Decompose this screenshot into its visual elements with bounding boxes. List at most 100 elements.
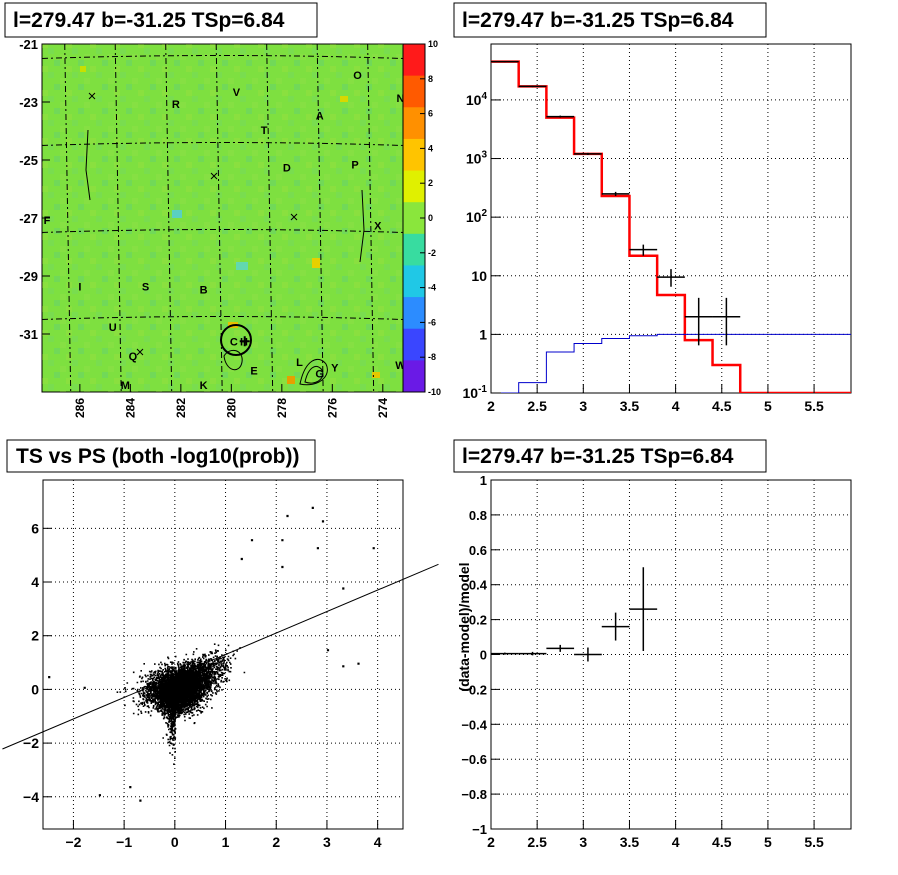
residual-y-axis-label: (data-model)/model <box>456 562 472 691</box>
residual-title: l=279.47 b=-31.25 TSp=6.84 <box>462 445 734 468</box>
map-source-label: Q <box>129 351 138 363</box>
residual-points <box>491 567 658 662</box>
map-axes: 286 284 282 280 278 276 274 -21 -23 -25 -27 -29 -31 <box>19 37 390 418</box>
spectrum-x-tick-label: 3 <box>579 398 587 414</box>
map-grid-parallel <box>42 316 403 320</box>
scatter-x-tick-label: 3 <box>323 834 331 850</box>
residual-y-tick-label: 1 <box>480 473 487 488</box>
colorbar-tick-label: -6 <box>428 317 436 327</box>
map-y-tick-label: -29 <box>19 269 38 284</box>
scatter-y-tick-label: 0 <box>31 681 39 697</box>
spectrum-model-histogram <box>491 60 851 393</box>
spectrum-y-tick-label: 10 <box>471 268 487 284</box>
spectrum-y-tick-label: 1 <box>479 326 487 342</box>
colorbar-segment <box>403 107 425 140</box>
residual-y-tick-label: 0.8 <box>469 508 487 523</box>
scatter-title: TS vs PS (both -log10(prob)) <box>16 445 300 468</box>
spectrum-x-tick-label: 5 <box>764 398 772 414</box>
map-title-box <box>4 2 318 38</box>
map-x-tick-label: 284 <box>123 398 137 418</box>
residual-x-tick-label: 2.5 <box>527 834 547 850</box>
map-x-tick-label: 280 <box>224 398 238 418</box>
colorbar-tick-label: 6 <box>428 109 433 119</box>
map-source-label: O <box>353 70 362 82</box>
map-grid-parallel <box>42 55 403 59</box>
map-source-label: M <box>121 380 130 392</box>
map-source-label: Y <box>331 363 339 375</box>
spectrum-x-tick-label: 3.5 <box>620 398 640 414</box>
colorbar-segment <box>403 297 425 330</box>
map-x-tick-label: 276 <box>325 398 339 418</box>
map-y-tick-label: -23 <box>19 95 38 110</box>
colorbar-segment <box>403 360 425 393</box>
residual-y-tick-label: −0.4 <box>461 717 487 732</box>
map-source-labels: OVNRATDPFXSBIUCHQLEYGWMK <box>44 70 407 392</box>
map-y-tick-label: -21 <box>19 37 38 52</box>
map-x-tick-label: 282 <box>174 398 188 418</box>
spectrum-x-tick-label: 5.5 <box>804 398 824 414</box>
colorbar-segment <box>403 44 425 77</box>
map-source-label: A <box>316 110 324 122</box>
map-y-tick-label: -27 <box>19 211 38 226</box>
residual-y-tick-label: −1 <box>472 822 487 837</box>
residual-y-tick-label: −0.8 <box>461 787 487 802</box>
map-source-label: T <box>261 125 268 137</box>
target-circle <box>220 324 252 356</box>
colorbar-segment <box>403 202 425 235</box>
spectrum-y-tick-label: 103 <box>466 150 488 167</box>
scatter-panel: −2 −1 0 1 2 3 4 −4 −2 0 2 4 6 <box>23 479 404 850</box>
scatter-frame <box>42 479 404 830</box>
map-source-label: D <box>283 163 291 175</box>
map-grid-parallel <box>42 229 403 233</box>
map-source-label: R <box>172 99 180 111</box>
map-title: l=279.47 b=-31.25 TSp=6.84 <box>13 9 285 32</box>
spectrum-y-tick-label: 10-1 <box>463 384 488 401</box>
spectrum-background-histogram <box>491 333 851 393</box>
spectrum-x-tick-label: 4 <box>672 398 680 414</box>
residual-x-tick-label: 3.5 <box>620 834 640 850</box>
spectrum-title: l=279.47 b=-31.25 TSp=6.84 <box>462 9 734 32</box>
colorbar-tick-label: -2 <box>428 248 436 258</box>
map-x-tick-label: 286 <box>73 398 87 418</box>
colorbar-segment <box>403 75 425 108</box>
map-grid-parallel <box>42 142 403 146</box>
scatter-x-tick-label: 2 <box>272 834 280 850</box>
residual-x-tick-label: 2 <box>487 834 495 850</box>
colorbar-tick-label: 8 <box>428 74 433 84</box>
colorbar-tick-label: 4 <box>428 143 433 153</box>
spectrum-series <box>491 60 851 393</box>
map-crosses <box>88 92 298 356</box>
scatter-y-tick-label: 6 <box>31 520 39 536</box>
residual-x-tick-label: 5 <box>764 834 772 850</box>
map-grid-meridian <box>64 44 72 392</box>
map-colorbar: 10 8 6 4 2 0 -2 -4 -6 -8 -10 <box>402 39 441 397</box>
scatter-fit-line <box>2 563 439 750</box>
map-texture <box>42 44 403 392</box>
map-source-label: I <box>78 282 81 294</box>
colorbar-tick-label: -4 <box>428 283 436 293</box>
colorbar-segment <box>403 233 425 266</box>
map-source-label: W <box>395 360 406 372</box>
map-x-tick-label: 274 <box>376 398 390 418</box>
scatter-x-tick-label: −1 <box>116 834 132 850</box>
map-source-label: L <box>296 357 303 369</box>
scatter-y-tick-label: 2 <box>31 628 39 644</box>
spectrum-y-tick-label: 104 <box>466 91 488 108</box>
map-contours <box>85 129 365 386</box>
map-source-label: E <box>250 366 257 378</box>
map-source-label: F <box>44 215 51 227</box>
colorbar-tick-label: -8 <box>428 352 436 362</box>
scatter-y-tick-label: −4 <box>23 789 39 805</box>
map-grid-meridian <box>367 44 375 392</box>
map-y-tick-label: -31 <box>19 327 38 342</box>
scatter-y-tick-label: −2 <box>23 735 39 751</box>
colorbar-tick-label: -10 <box>428 387 441 397</box>
map-target-marker <box>239 336 250 347</box>
spectrum-y-tick-label: 102 <box>466 208 488 225</box>
residual-y-tick-label: −0.6 <box>461 752 487 767</box>
scatter-x-tick-label: 4 <box>374 834 382 850</box>
map-source-label: K <box>200 380 208 392</box>
spectrum-panel: 2 2.5 3 3.5 4 4.5 5 5.5 10-1 1 10 102 103 104 <box>463 43 852 414</box>
scatter-y-tick-label: 4 <box>31 574 39 590</box>
